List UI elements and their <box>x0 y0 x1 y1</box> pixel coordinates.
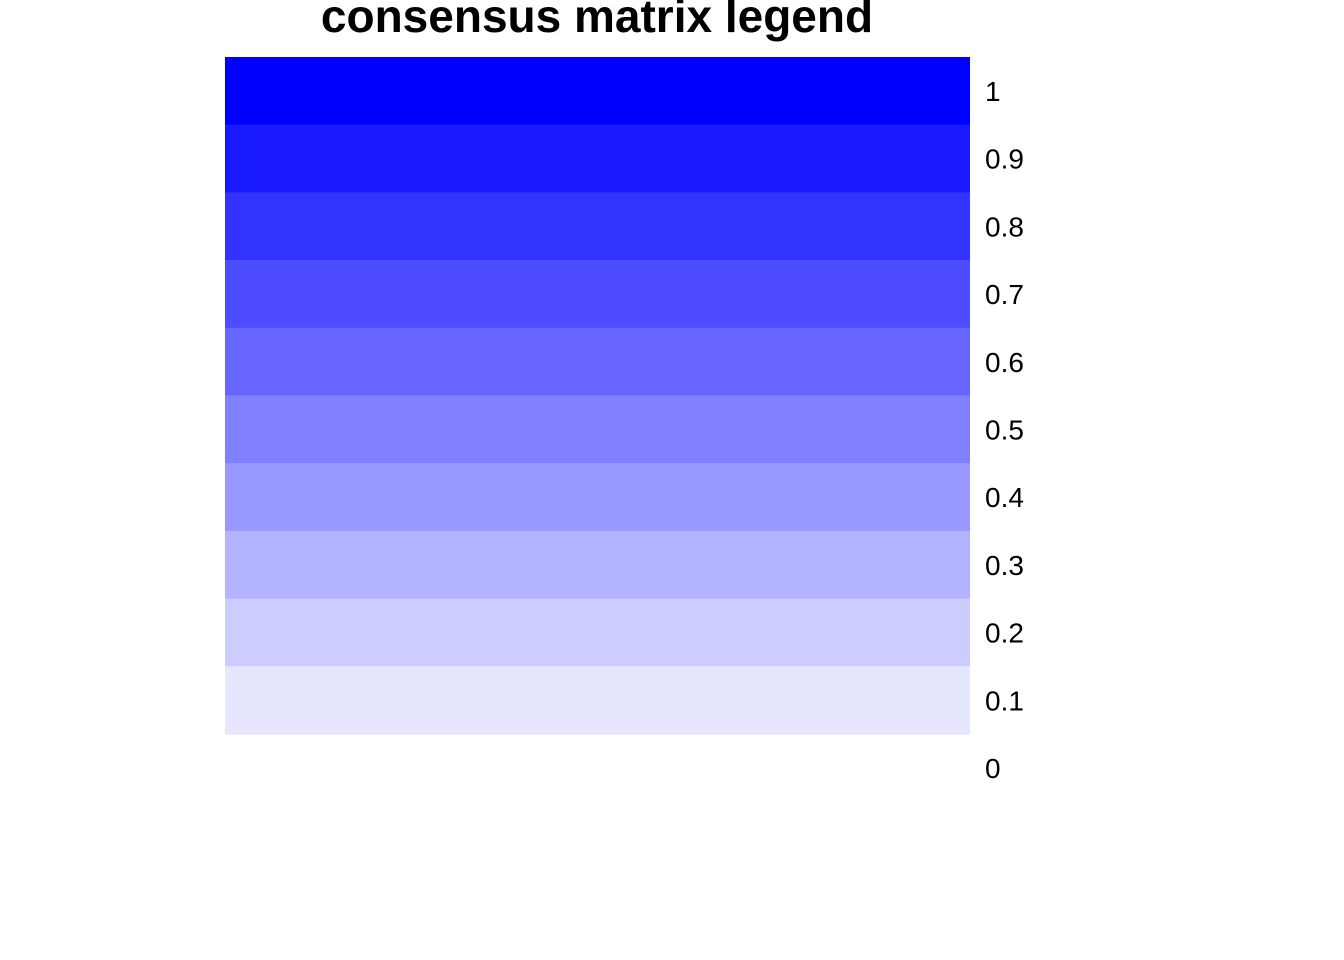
tick-label: 0.5 <box>985 415 1024 446</box>
tick-labels: 1 0.9 0.8 0.7 0.6 0.5 0.4 0.3 0.2 0.1 0 <box>985 76 1024 784</box>
color-bins <box>225 57 970 735</box>
tick-label: 0.3 <box>985 550 1024 581</box>
tick-label: 0.2 <box>985 618 1024 649</box>
color-bin <box>225 666 970 735</box>
color-bin <box>225 463 970 532</box>
tick-label: 0.4 <box>985 482 1024 513</box>
color-bin <box>225 192 970 261</box>
color-bin <box>225 395 970 464</box>
color-bin <box>225 327 970 397</box>
tick-label: 0.8 <box>985 211 1024 242</box>
tick-label: 1 <box>985 76 1001 107</box>
tick-label: 0.1 <box>985 685 1024 716</box>
chart-title: consensus matrix legend <box>320 0 874 42</box>
color-bin <box>225 598 970 667</box>
tick-label: 0 <box>985 753 1001 784</box>
tick-label: 0.7 <box>985 279 1024 310</box>
color-bin <box>225 124 970 193</box>
tick-label: 0.6 <box>985 347 1024 378</box>
tick-label: 0.9 <box>985 144 1024 175</box>
color-bin <box>225 57 970 126</box>
color-bin <box>225 260 970 329</box>
color-bin <box>225 530 970 600</box>
